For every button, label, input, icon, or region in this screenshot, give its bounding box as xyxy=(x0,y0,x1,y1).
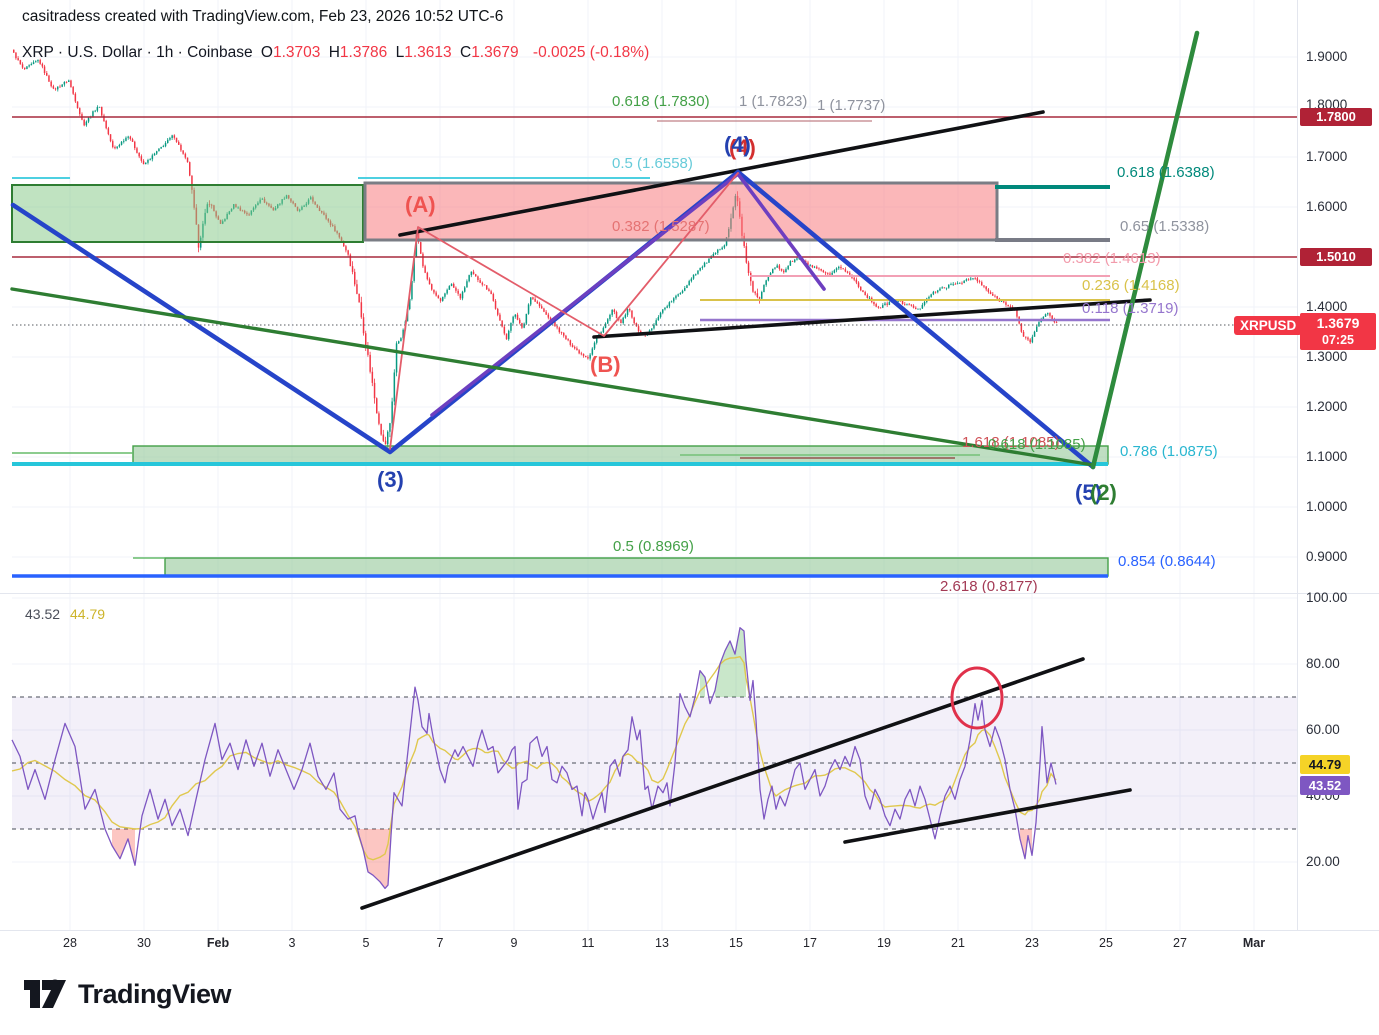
rsi-lower-trendline[interactable] xyxy=(843,788,1132,844)
ohlc-high: H1.3786 xyxy=(328,44,388,61)
time-axis-label: 11 xyxy=(581,936,595,950)
time-axis-label: Mar xyxy=(1242,936,1266,950)
wave-label: (5) xyxy=(1075,480,1102,505)
ohlc-close: C1.3679 xyxy=(459,44,519,61)
symbol-price-badge: XRPUSD xyxy=(1234,316,1303,335)
rsi-value-badge: 44.79 xyxy=(1300,755,1350,774)
candle-bodies-down xyxy=(13,49,1058,445)
time-axis-label: 3 xyxy=(288,936,296,950)
fib-label: 0.5 (1.6558) xyxy=(612,155,693,172)
time-axis-label: 28 xyxy=(63,936,77,950)
brand-text: TradingView xyxy=(78,978,232,1009)
time-axis-label: 5 xyxy=(362,936,370,950)
price-axis-label: 1.9000 xyxy=(1306,49,1348,64)
tradingview-logo-icon xyxy=(24,979,66,1008)
red-abc-zigzag[interactable] xyxy=(389,172,739,450)
fib-label: 0.854 (0.8644) xyxy=(1118,553,1216,570)
ohlc-low: L1.3613 xyxy=(395,44,452,61)
fib-label: 0.382 (1.4613) xyxy=(1063,250,1161,267)
wave-label: (2) xyxy=(1090,480,1117,505)
panel-separator[interactable] xyxy=(0,593,1379,594)
rsi-line xyxy=(11,627,1057,890)
rsi-rising-trendline[interactable] xyxy=(360,657,1085,910)
fib-label: 0.236 (1.4168) xyxy=(1082,277,1180,294)
last-price: 1.3679 xyxy=(1316,315,1360,331)
demand-band-lower[interactable] xyxy=(164,557,1109,577)
rsi-value-yellow: 44.79 xyxy=(70,606,106,622)
price-level-badge: 1.7800 xyxy=(1300,108,1372,126)
last-price-badge: 1.3679 07:25 xyxy=(1300,313,1376,350)
price-axis-label: 1.0000 xyxy=(1306,499,1348,514)
fib-label: 0.382 (1.5287) xyxy=(612,218,710,235)
price-axis-label: 60.00 xyxy=(1306,722,1340,737)
time-axis-label: 13 xyxy=(655,936,669,950)
fib-label: 0.5 (0.8969) xyxy=(613,538,694,555)
symbol-title[interactable]: XRP · U.S. Dollar · 1h · Coinbase xyxy=(22,44,253,61)
fib-label: 1 (1.7823) xyxy=(739,93,807,110)
black-lower-trendline[interactable] xyxy=(592,298,1152,339)
price-axis-label: 0.9000 xyxy=(1306,549,1348,564)
fib-label: 1.618 (1.1085) xyxy=(962,434,1060,451)
price-axis-label: 20.00 xyxy=(1306,854,1340,869)
time-axis-label: 27 xyxy=(1173,936,1187,950)
price-level-badge: 1.5010 xyxy=(1300,248,1372,266)
wave-label: (B) xyxy=(590,352,621,377)
price-axis-label: 1.6000 xyxy=(1306,199,1348,214)
black-upper-trendline[interactable] xyxy=(398,110,1045,237)
fib-label: 0.118 (1.3719) xyxy=(1082,300,1178,317)
rsi-oversold-fill xyxy=(112,829,135,866)
countdown-timer: 07:25 xyxy=(1322,333,1354,347)
rsi-value-badge: 43.52 xyxy=(1300,776,1350,795)
fib-label: 2.618 (0.8177) xyxy=(940,578,1038,595)
supply-zone-left[interactable] xyxy=(11,184,364,243)
time-axis-label: 21 xyxy=(951,936,965,950)
supply-zone-pink[interactable] xyxy=(363,181,999,242)
price-axis-label: 1.3000 xyxy=(1306,349,1348,364)
wave-label: (A) xyxy=(405,192,436,217)
time-axis-label: 23 xyxy=(1025,936,1039,950)
price-axis-label: 80.00 xyxy=(1306,656,1340,671)
fib-label: 1 (1.7737) xyxy=(817,97,885,114)
fib-label: 0.618 (1.7830) xyxy=(612,93,710,110)
time-axis-label: 17 xyxy=(803,936,817,950)
time-axis-label: 7 xyxy=(436,936,444,950)
fib-label: 0.786 (1.0875) xyxy=(1120,443,1218,460)
green-descending-trendline[interactable] xyxy=(10,287,1095,467)
chart-canvas[interactable]: 0.618 (1.7830) 1 (1.7823) 1 (1.7737) 0.5 (1… xyxy=(0,0,1379,962)
footer-brand-bar[interactable]: TradingView xyxy=(22,974,232,1014)
price-axis-separator[interactable] xyxy=(1297,0,1298,930)
fib-label: 0.618 (1.6388) xyxy=(1117,164,1215,181)
time-axis-label: 19 xyxy=(877,936,891,950)
symbol-legend[interactable]: XRP · U.S. Dollar · 1h · Coinbase O1.370… xyxy=(22,44,649,62)
change-value: -0.0025 (-0.18%) xyxy=(532,44,650,61)
time-axis-label: 9 xyxy=(510,936,518,950)
fib-label: 0.65 (1.5338) xyxy=(1120,218,1209,235)
time-axis-label: 25 xyxy=(1099,936,1113,950)
rsi-value-purple: 43.52 xyxy=(25,606,61,622)
green-breakout-line[interactable] xyxy=(1090,30,1200,470)
rsi-oversold-fill xyxy=(1020,829,1032,859)
candle-wicks-down xyxy=(13,49,1057,445)
wave-label: (4) xyxy=(724,132,751,157)
wave-label: (3) xyxy=(377,467,404,492)
wave-label: (4) xyxy=(729,135,756,160)
rsi-overbought-fill xyxy=(715,627,746,697)
time-axis-label: Feb xyxy=(206,936,230,950)
rsi-highlight-circle[interactable] xyxy=(950,666,1004,730)
price-axis-label: 1.1000 xyxy=(1306,449,1348,464)
time-axis-label: 30 xyxy=(137,936,151,950)
fib-label: 0.618 (1.1085) xyxy=(988,436,1086,453)
time-axis-separator xyxy=(0,930,1379,931)
time-axis-label: 15 xyxy=(729,936,743,950)
price-axis-label: 1.2000 xyxy=(1306,399,1348,414)
price-axis-label: 1.7000 xyxy=(1306,149,1348,164)
price-axis-label: 100.00 xyxy=(1306,590,1348,605)
credit-line: casitradess created with TradingView.com… xyxy=(22,8,504,25)
ohlc-open: O1.3703 xyxy=(260,44,321,61)
price-axis-label: 1.4000 xyxy=(1306,299,1348,314)
